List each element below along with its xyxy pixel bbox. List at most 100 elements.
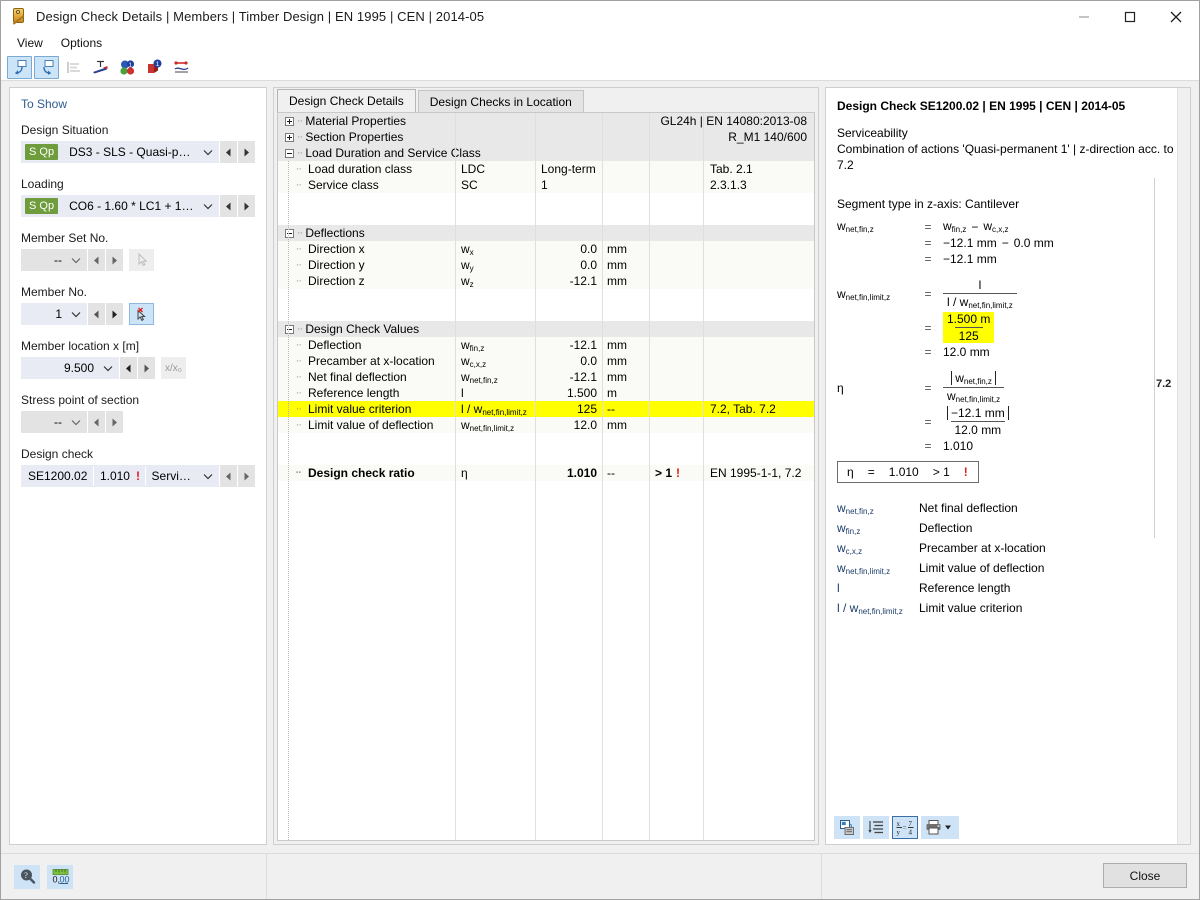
tree-leaf-label: ·· Direction y <box>295 258 365 272</box>
chevron-down-icon[interactable] <box>66 311 86 318</box>
tree-leaf-row[interactable]: ·· Direction y wy 0.0 mm <box>278 257 814 273</box>
tree-leaf-row[interactable]: ·· Limit value of deflection wnet,fin,limi… <box>278 417 814 433</box>
previous-design-check-icon[interactable] <box>7 55 32 79</box>
stress-point-prev-button[interactable] <box>88 411 105 433</box>
stress-point-select[interactable]: -- <box>21 411 87 433</box>
status-bar: ? 0, 00 Close <box>1 853 1199 899</box>
tree-leaf-row[interactable]: ·· Net final deflection wnet,fin,z -12.1 mm <box>278 369 814 385</box>
design-situation-select[interactable]: S Qp DS3 - SLS - Quasi-permanent <box>21 141 219 163</box>
member-set-no-select[interactable]: -- <box>21 249 87 271</box>
chevron-down-icon[interactable] <box>66 257 86 264</box>
results-table-icon[interactable] <box>61 56 86 79</box>
legend-row: l Reference length <box>837 581 1177 601</box>
tree-group-row[interactable]: ·· Design Check Values <box>278 321 814 337</box>
member-no-next-button[interactable] <box>106 303 123 325</box>
next-design-check-icon[interactable] <box>34 55 59 79</box>
tab-strip: Design Check Details Design Checks in Lo… <box>274 88 818 112</box>
tree-column-divider <box>602 113 603 840</box>
show-formula-icon[interactable]: x y = 7 4 <box>892 815 918 839</box>
design-situation-prev-button[interactable] <box>220 141 237 163</box>
tree-group-row[interactable]: ·· Deflections <box>278 225 814 241</box>
details-panel: Design Check Details Design Checks in Lo… <box>273 87 819 845</box>
tree-leaf-label: ·· Design check ratio <box>295 466 415 480</box>
relative-location-toggle[interactable]: x/x₀ <box>161 357 186 379</box>
design-check-select[interactable]: SE1200.02 1.010 ! Serviceabili... <box>21 465 219 487</box>
tree-group-row[interactable]: ·· Load Duration and Service Class <box>278 145 814 161</box>
design-check-next-button[interactable] <box>238 465 255 487</box>
legend-description: Deflection <box>919 521 973 535</box>
clause-reference-mark: 7.2 <box>1156 378 1172 390</box>
member-location-select[interactable]: 9.500 <box>21 357 119 379</box>
chevron-down-icon[interactable] <box>198 473 218 480</box>
loading-prev-button[interactable] <box>220 195 237 217</box>
tree-spacer-row <box>278 481 814 497</box>
member-no-row: 1 <box>21 303 156 325</box>
stress-point-next-button[interactable] <box>106 411 123 433</box>
maximize-icon[interactable] <box>1107 1 1153 32</box>
minimize-icon[interactable] <box>1061 1 1107 32</box>
menu-item-view[interactable]: View <box>17 36 43 50</box>
menu-item-options[interactable]: Options <box>60 36 103 50</box>
units-decimal-places-icon[interactable]: 0, 00 <box>47 864 73 889</box>
tab-design-checks-in-location[interactable]: Design Checks in Location <box>417 90 584 112</box>
eq2-equals-1: = <box>924 287 932 301</box>
loading-select[interactable]: S Qp CO6 - 1.60 * LC1 + 1.48 * LC2 <box>21 195 219 217</box>
deflection-diagram-icon[interactable] <box>169 56 194 79</box>
chevron-down-icon[interactable] <box>198 203 218 210</box>
help-search-icon[interactable]: ? <box>14 864 40 889</box>
pick-member-set-icon[interactable] <box>129 249 154 271</box>
tree-leaf-symbol: wy <box>461 257 474 273</box>
member-location-prev-button[interactable] <box>120 357 137 379</box>
pick-member-icon[interactable] <box>129 303 154 325</box>
design-check-prev-button[interactable] <box>220 465 237 487</box>
member-location-row: 9.500 x/x₀ <box>21 357 191 379</box>
tree-guide-line <box>288 161 289 840</box>
tree-leaf-row[interactable]: ·· Direction z wz -12.1 mm <box>278 273 814 289</box>
member-set-no-prev-button[interactable] <box>88 249 105 271</box>
tree-leaf-unit: mm <box>607 370 627 384</box>
loading-badge: S Qp <box>25 197 59 215</box>
stress-point-icon[interactable] <box>88 56 113 79</box>
load-case-colors-icon[interactable]: 1 <box>115 56 140 79</box>
tree-group-row[interactable]: ·· Material Properties GL24h | EN 14080:20… <box>278 113 814 129</box>
chevron-down-icon[interactable] <box>98 365 118 372</box>
member-no-select[interactable]: 1 <box>21 303 87 325</box>
design-situation-next-button[interactable] <box>238 141 255 163</box>
tree-group-row[interactable]: ·· Section Properties R_M1 140/600 <box>278 129 814 145</box>
detail-list-icon[interactable] <box>863 815 889 839</box>
collapse-icon[interactable] <box>285 228 294 238</box>
tree-leaf-row[interactable]: ·· Precamber at x-location wc,x,z 0.0 mm <box>278 353 814 369</box>
design-situation-badge: S Qp <box>25 143 59 161</box>
tree-leaf-row[interactable]: ·· Limit value criterion l / wnet,fin,limi… <box>278 401 814 417</box>
expand-icon[interactable] <box>285 116 294 126</box>
tree-leaf-row[interactable]: ·· Deflection wfin,z -12.1 mm <box>278 337 814 353</box>
formula-scrollbar[interactable] <box>1177 88 1190 844</box>
copy-to-clipboard-icon[interactable] <box>834 815 860 839</box>
chevron-down-icon[interactable] <box>66 419 86 426</box>
tree-leaf-unit: mm <box>607 242 627 256</box>
tree-leaf-label: ·· Direction x <box>295 242 365 256</box>
collapse-icon[interactable] <box>285 148 294 158</box>
collapse-icon[interactable] <box>285 324 294 334</box>
expand-icon[interactable] <box>285 132 294 142</box>
chevron-down-icon[interactable] <box>198 149 218 156</box>
tree-spacer-row <box>278 193 814 209</box>
eq3-numerator-symbol: wnet,fin,z <box>947 371 1000 387</box>
tree-leaf-row[interactable]: ·· Reference length l 1.500 m <box>278 385 814 401</box>
eq1-rhs-2: −12.1 mm −0.0 mm <box>943 236 1054 250</box>
close-icon[interactable] <box>1153 1 1199 32</box>
member-location-next-button[interactable] <box>138 357 155 379</box>
member-results-icon[interactable]: 1 <box>142 56 167 79</box>
tree-leaf-row[interactable]: ·· Design check ratio η 1.010 -- > 1! EN 1995-… <box>278 465 814 481</box>
tree-leaf-row[interactable]: ·· Direction x wx 0.0 mm <box>278 241 814 257</box>
member-no-prev-button[interactable] <box>88 303 105 325</box>
tree-leaf-row[interactable]: ·· Service class SC 1 2.3.1.3 <box>278 177 814 193</box>
close-button[interactable]: Close <box>1103 863 1187 888</box>
loading-next-button[interactable] <box>238 195 255 217</box>
design-check-tree[interactable]: ·· Material Properties GL24h | EN 14080:20… <box>277 112 815 841</box>
tree-leaf-row[interactable]: ·· Load duration class LDC Long-term Tab. 2.… <box>278 161 814 177</box>
tab-design-check-details[interactable]: Design Check Details <box>277 89 416 112</box>
tree-connector: ·· <box>297 323 303 335</box>
member-set-no-next-button[interactable] <box>106 249 123 271</box>
print-icon[interactable] <box>921 815 959 839</box>
